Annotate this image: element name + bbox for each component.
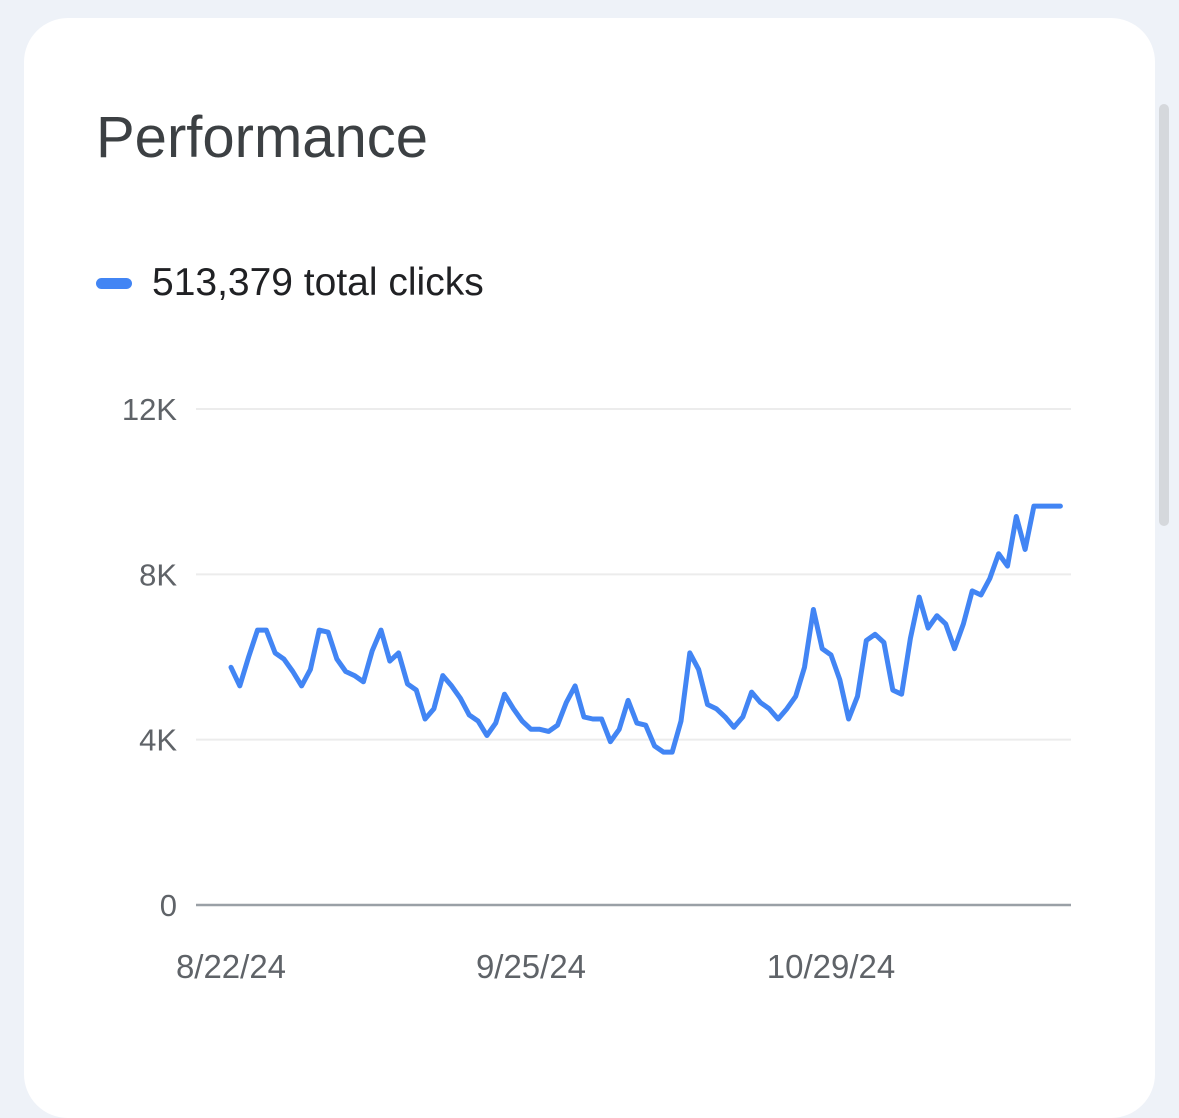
y-axis-ticks: 0 4K 8K 12K: [122, 392, 177, 923]
scrollbar-thumb[interactable]: [1159, 104, 1169, 526]
series-layer: [228, 503, 1063, 755]
y-tick-label: 4K: [139, 723, 177, 758]
legend-swatch: [96, 277, 132, 289]
clicks-line-chart[interactable]: 0 4K 8K 12K 8/22/24 9/25/24 10/29/24: [0, 0, 1179, 1070]
x-axis-ticks: 8/22/24 9/25/24 10/29/24: [176, 948, 895, 985]
card-title: Performance: [96, 105, 429, 170]
x-tick-label: 10/29/24: [767, 948, 895, 985]
gridlines: [196, 408, 1071, 907]
y-tick-label: 0: [160, 888, 177, 923]
legend-label: 513,379 total clicks: [152, 261, 484, 304]
performance-card: [24, 18, 1155, 1118]
y-tick-label: 8K: [139, 557, 177, 592]
x-tick-label: 8/22/24: [176, 948, 286, 985]
x-tick-label: 9/25/24: [476, 948, 586, 985]
series-line-clicks[interactable]: [228, 503, 1063, 755]
y-tick-label: 12K: [122, 392, 177, 427]
chart-legend[interactable]: 513,379 total clicks: [96, 258, 484, 308]
